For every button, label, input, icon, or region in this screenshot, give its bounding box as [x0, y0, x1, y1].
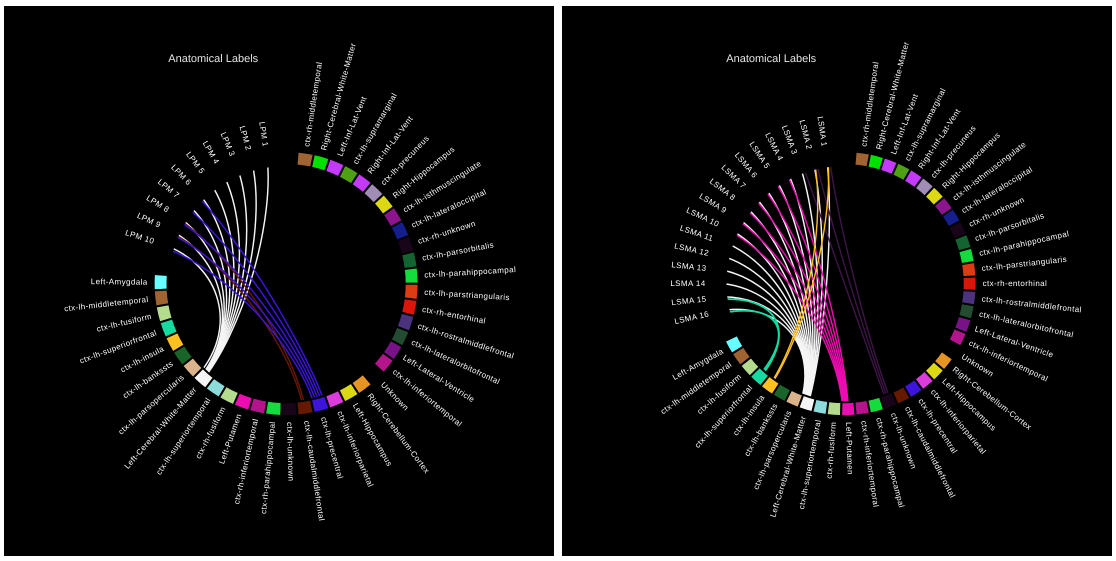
svg-text:Left-Amygdala: Left-Amygdala: [91, 277, 148, 287]
svg-text:LPM 1: LPM 1: [257, 121, 270, 147]
svg-text:LSMA 1: LSMA 1: [816, 116, 829, 148]
svg-text:ctx-lh-unknown: ctx-lh-unknown: [285, 422, 296, 482]
svg-text:ctx-rh-entorhinal: ctx-rh-entorhinal: [983, 279, 1048, 288]
svg-text:ctx-rh-fusiform: ctx-rh-fusiform: [825, 421, 838, 479]
svg-text:LSMA 13: LSMA 13: [671, 260, 707, 273]
svg-text:Left-Putamen: Left-Putamen: [844, 422, 855, 475]
svg-text:LSMA 14: LSMA 14: [670, 279, 705, 288]
svg-text:Anatomical Labels: Anatomical Labels: [168, 53, 258, 65]
svg-text:LSMA 15: LSMA 15: [671, 294, 707, 307]
svg-text:Anatomical Labels: Anatomical Labels: [726, 53, 816, 65]
